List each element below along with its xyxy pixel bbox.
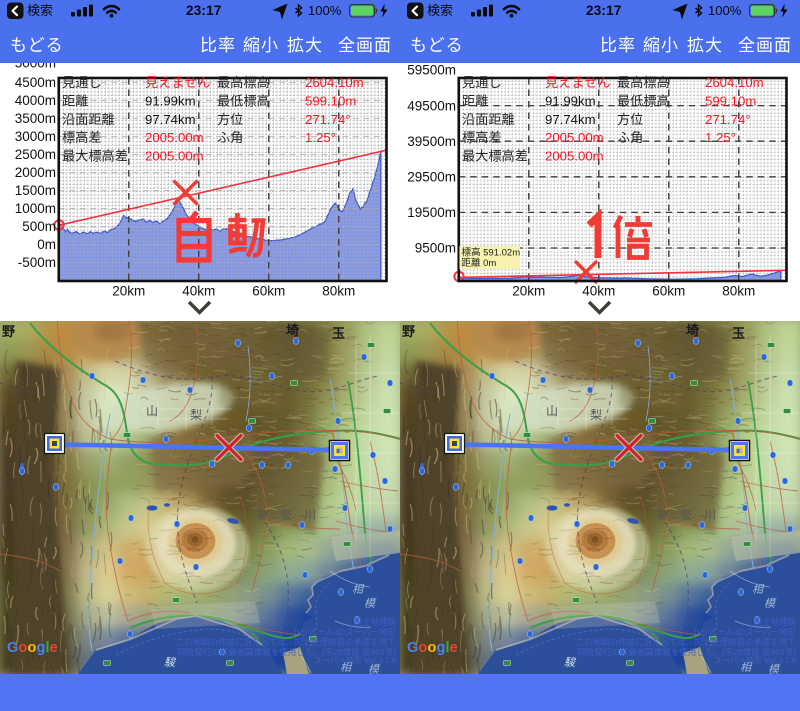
svg-text:80km: 80km — [322, 284, 355, 299]
svg-text:49500m: 49500m — [407, 98, 456, 113]
svg-text:23:17: 23:17 — [186, 3, 222, 18]
svg-text:最高標高: 最高標高 — [217, 74, 270, 90]
svg-text:玉: 玉 — [332, 326, 345, 341]
svg-text:2604.10m: 2604.10m — [305, 75, 364, 90]
svg-text:模: 模 — [364, 597, 377, 610]
svg-text:川: 川 — [304, 508, 316, 522]
svg-text:沿面距離: 沿面距離 — [62, 112, 115, 127]
svg-text:方位: 方位 — [217, 112, 243, 127]
svg-text:97.74km: 97.74km — [145, 112, 196, 127]
svg-text:この地図の作成に当たっては、国土地理院長の承認を得て: この地図の作成に当たっては、国土地理院長の承認を得て — [176, 637, 396, 647]
svg-text:91.99km: 91.99km — [145, 93, 196, 108]
svg-text:3000m: 3000m — [15, 129, 56, 144]
svg-text:19500m: 19500m — [407, 205, 456, 220]
svg-text:梨: 梨 — [190, 408, 202, 422]
svg-text:標高 591.02m: 標高 591.02m — [462, 247, 521, 259]
svg-text:スーパー地形 Ver 3.7.8: スーパー地形 Ver 3.7.8 — [314, 655, 397, 665]
svg-text:97.74km: 97.74km — [545, 112, 596, 127]
svg-text:39500m: 39500m — [407, 134, 456, 149]
svg-text:見えません: 見えません — [545, 75, 611, 90]
svg-text:4500m: 4500m — [15, 75, 56, 90]
svg-text:標高差: 標高差 — [62, 129, 102, 145]
svg-text:2005.00m: 2005.00m — [545, 130, 604, 145]
svg-text:G: G — [7, 640, 19, 656]
svg-text:9500m: 9500m — [415, 241, 456, 256]
svg-text:1000m: 1000m — [15, 201, 56, 216]
svg-text:ふ角: ふ角 — [217, 130, 243, 145]
svg-text:23:17: 23:17 — [586, 3, 622, 18]
svg-text:距離 0m: 距離 0m — [462, 257, 497, 269]
svg-text:3500m: 3500m — [15, 111, 56, 126]
svg-text:最高標高: 最高標高 — [617, 74, 670, 90]
svg-text:20km: 20km — [512, 284, 545, 299]
svg-text:2005.00m: 2005.00m — [145, 130, 204, 145]
svg-text:29500m: 29500m — [407, 170, 456, 185]
svg-text:見えません: 見えません — [145, 75, 211, 90]
svg-text:l: l — [46, 640, 51, 656]
svg-text:最低標高: 最低標高 — [617, 92, 670, 108]
svg-text:59500m: 59500m — [407, 63, 456, 78]
svg-text:距離: 距離 — [462, 93, 488, 108]
svg-text:埼: 埼 — [286, 323, 299, 338]
svg-text:-500m: -500m — [18, 255, 56, 270]
svg-text:g: g — [37, 640, 46, 656]
svg-text:20km: 20km — [112, 284, 145, 299]
svg-text:599.10m: 599.10m — [705, 93, 756, 108]
svg-text:国土地理院: 国土地理院 — [353, 617, 396, 627]
svg-text:相: 相 — [352, 583, 365, 596]
svg-text:駿: 駿 — [164, 656, 177, 669]
svg-text:100%: 100% — [308, 3, 342, 18]
svg-text:500m: 500m — [22, 219, 56, 234]
svg-text:40km: 40km — [582, 284, 615, 299]
svg-text:模: 模 — [368, 663, 381, 674]
svg-text:2005.00m: 2005.00m — [145, 149, 204, 164]
svg-text:同院発行の基盤地図情報を使用した。(平29情使 第862号): 同院発行の基盤地図情報を使用した。(平29情使 第862号) — [177, 647, 396, 657]
svg-text:1.25°: 1.25° — [705, 130, 736, 145]
svg-text:271.74°: 271.74° — [705, 112, 751, 127]
svg-text:方位: 方位 — [617, 112, 643, 127]
svg-text:検索: 検索 — [427, 3, 453, 18]
svg-text:相: 相 — [340, 661, 353, 674]
svg-text:5000m: 5000m — [15, 63, 56, 71]
svg-text:カシミール3Dスーパー地形: カシミール3Dスーパー地形 — [292, 627, 397, 637]
svg-text:標高差: 標高差 — [462, 129, 502, 145]
svg-text:山: 山 — [146, 404, 158, 418]
svg-text:1.25°: 1.25° — [305, 130, 336, 145]
svg-text:野: 野 — [2, 324, 15, 339]
svg-text:ふ角: ふ角 — [617, 130, 643, 145]
svg-text:60km: 60km — [252, 284, 285, 299]
svg-text:60km: 60km — [652, 284, 685, 299]
svg-text:最低標高: 最低標高 — [217, 92, 270, 108]
svg-text:80km: 80km — [722, 284, 755, 299]
svg-text:40km: 40km — [182, 284, 215, 299]
svg-text:100%: 100% — [708, 3, 742, 18]
svg-text:2500m: 2500m — [15, 147, 56, 162]
svg-text:0m: 0m — [37, 237, 56, 252]
svg-text:91.99km: 91.99km — [545, 93, 596, 108]
svg-text:2005.00m: 2005.00m — [545, 149, 604, 164]
svg-text:距離: 距離 — [62, 93, 88, 108]
svg-text:e: e — [50, 640, 59, 656]
svg-text:271.74°: 271.74° — [305, 112, 351, 127]
svg-text:o: o — [28, 640, 37, 656]
svg-text:奈: 奈 — [280, 508, 292, 522]
svg-text:見通し: 見通し — [62, 75, 102, 90]
svg-text:599.10m: 599.10m — [305, 93, 356, 108]
svg-text:沿面距離: 沿面距離 — [462, 112, 515, 127]
svg-text:見通し: 見通し — [462, 75, 502, 90]
svg-text:最大標高差: 最大標高差 — [62, 148, 128, 164]
svg-text:o: o — [19, 640, 28, 656]
svg-text:検索: 検索 — [27, 3, 53, 18]
svg-text:1500m: 1500m — [15, 183, 56, 198]
svg-text:2604.10m: 2604.10m — [705, 75, 764, 90]
svg-text:2000m: 2000m — [15, 165, 56, 180]
svg-text:最大標高差: 最大標高差 — [462, 148, 528, 164]
svg-text:神: 神 — [256, 508, 268, 522]
svg-text:4000m: 4000m — [15, 93, 56, 108]
